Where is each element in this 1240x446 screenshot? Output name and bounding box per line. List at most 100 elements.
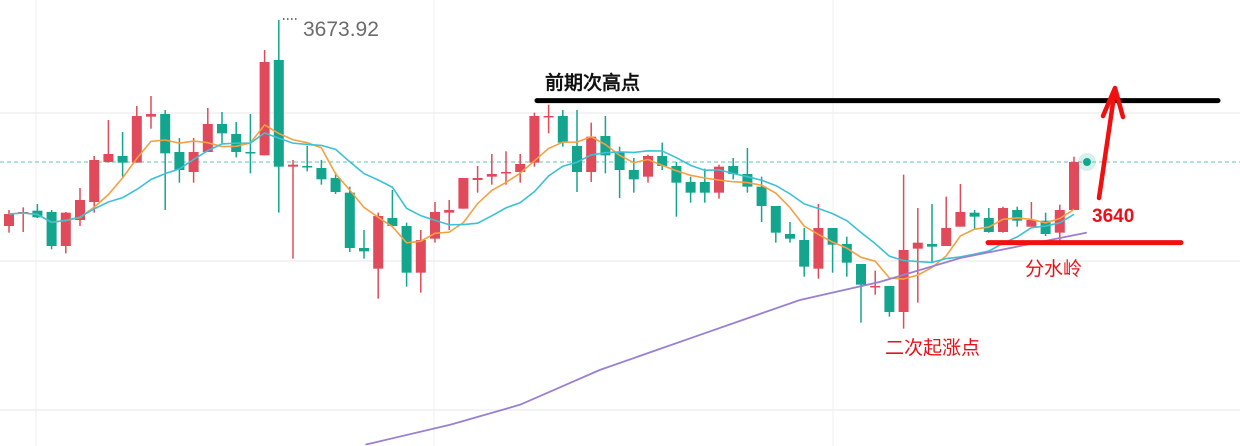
candle-body	[912, 242, 923, 249]
candle	[1026, 202, 1037, 227]
candle	[330, 172, 341, 194]
candle-body	[501, 172, 511, 174]
candle-body	[884, 286, 895, 312]
ma-long-line	[365, 231, 1087, 446]
candle	[1012, 206, 1023, 227]
candle-body	[1012, 210, 1023, 221]
up-arrow-head	[1100, 85, 1126, 120]
candle-body	[415, 240, 426, 273]
candle-body	[770, 206, 781, 233]
candle	[117, 132, 128, 177]
candle-body	[856, 264, 866, 285]
candle-body	[188, 152, 199, 172]
candle	[557, 110, 568, 147]
candle-body	[557, 116, 568, 143]
candle	[572, 110, 582, 192]
candle	[302, 146, 313, 172]
candle	[515, 154, 526, 183]
candle	[628, 158, 639, 193]
candle-body	[444, 210, 455, 213]
candle	[60, 212, 71, 254]
candle	[699, 168, 710, 203]
candle-body	[387, 218, 398, 226]
candle-body	[1026, 220, 1037, 227]
candle	[316, 160, 327, 185]
candle-body	[785, 234, 795, 239]
candle	[543, 104, 554, 134]
candle-body	[430, 212, 440, 239]
candle	[103, 120, 114, 163]
candle	[359, 230, 369, 259]
candle-body	[1069, 162, 1079, 210]
prev-high-label: 前期次高点	[545, 71, 640, 94]
candle-body	[245, 152, 256, 154]
candle	[387, 190, 398, 227]
candle-body	[1040, 220, 1051, 234]
candle	[799, 228, 810, 277]
candle-body	[927, 244, 937, 247]
candle-body	[657, 156, 668, 166]
candle	[898, 174, 909, 329]
candle	[202, 108, 213, 152]
candle-body	[628, 170, 639, 180]
candle	[1054, 204, 1065, 243]
candle	[756, 176, 767, 222]
candle	[685, 176, 696, 203]
candle	[742, 148, 753, 193]
candle	[785, 222, 795, 243]
candle	[770, 206, 781, 243]
candle-body	[955, 212, 966, 227]
candle	[856, 264, 866, 323]
candle	[430, 202, 440, 243]
candle	[912, 208, 923, 303]
candle-body	[1054, 210, 1065, 233]
candle-body	[60, 212, 71, 246]
candle-body	[131, 116, 142, 163]
candle	[884, 286, 895, 317]
candle	[160, 110, 171, 210]
high-price-label: 3673.92	[303, 18, 379, 41]
candle-body	[401, 226, 412, 273]
candle-body	[969, 212, 980, 217]
candle	[1040, 212, 1051, 236]
candle	[813, 204, 824, 279]
candle-body	[671, 166, 682, 183]
candle	[401, 222, 412, 287]
candle	[344, 186, 355, 252]
candle-body	[316, 168, 327, 180]
candle-body	[728, 166, 739, 174]
candle-body	[941, 228, 952, 246]
candle-body	[841, 244, 852, 263]
candle-body	[898, 250, 909, 312]
candle-body	[344, 192, 355, 248]
candle	[969, 210, 980, 229]
moving-average-lines	[8, 123, 1087, 446]
candle-body	[515, 164, 526, 172]
ma-mid-line	[8, 132, 1075, 264]
candle	[941, 196, 952, 246]
candle-body	[75, 200, 85, 220]
candle	[927, 204, 937, 263]
candle-body	[870, 286, 881, 288]
candle-body	[486, 174, 497, 177]
candle-body	[472, 178, 483, 180]
watershed-label: 分水岭	[1025, 258, 1082, 280]
candle	[288, 160, 298, 259]
candle	[827, 228, 838, 273]
candle	[955, 184, 966, 227]
candle-body	[89, 160, 100, 202]
candle-body	[614, 152, 625, 170]
candle	[486, 154, 497, 185]
candle	[75, 188, 85, 226]
candle	[472, 166, 483, 193]
candle-body	[273, 60, 284, 167]
candle-body	[117, 156, 128, 163]
candle-body	[373, 216, 384, 269]
candle-body	[983, 218, 994, 232]
candle-body	[529, 116, 540, 163]
candle-body	[46, 212, 57, 246]
candle-body	[756, 186, 767, 206]
watershed-price-label: 3640	[1092, 206, 1134, 227]
